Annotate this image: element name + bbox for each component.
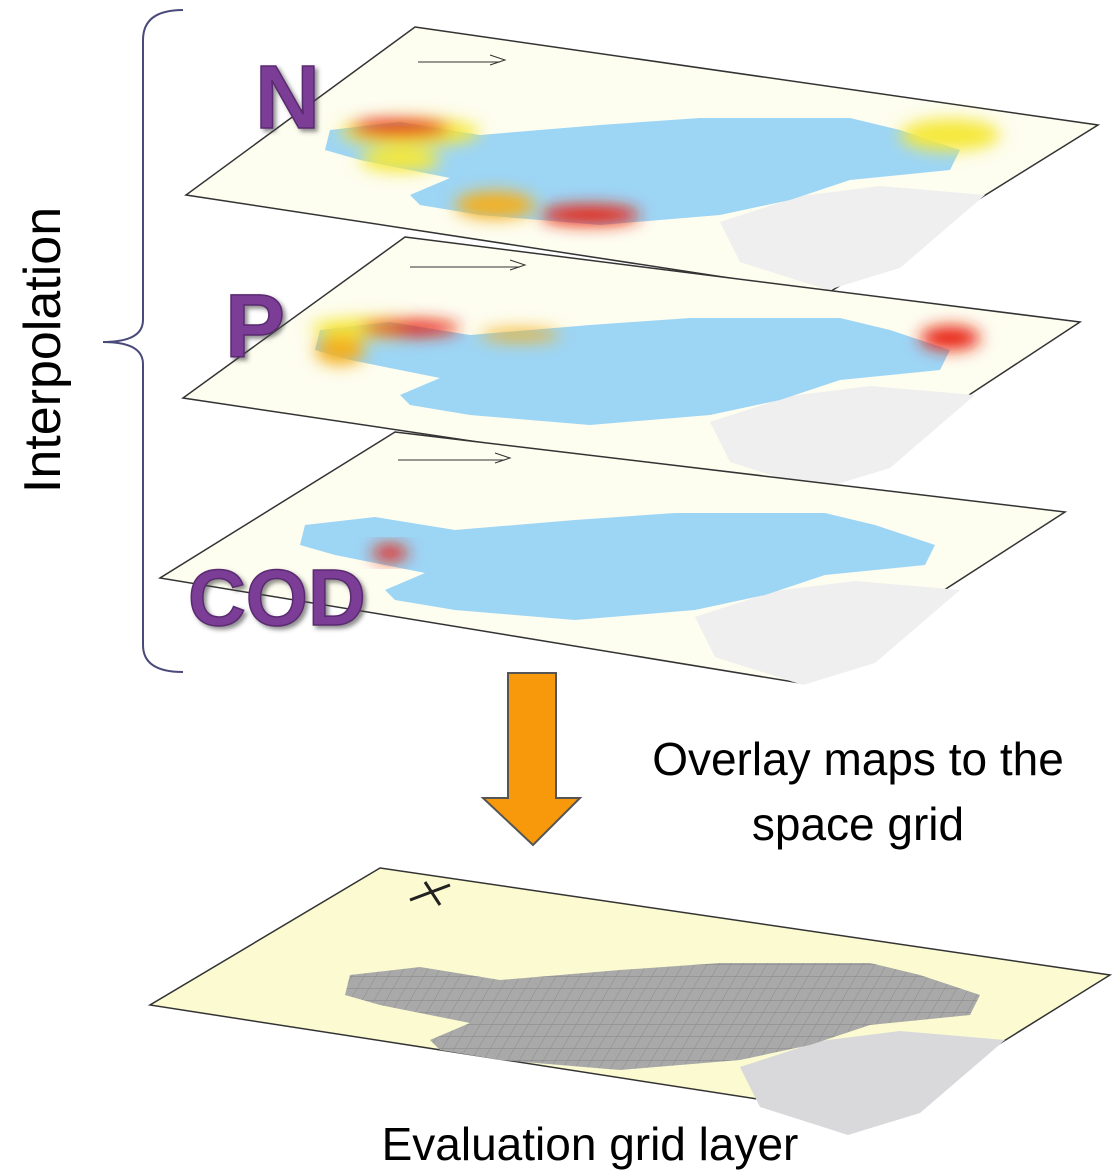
diagram: Interpolation N <box>0 0 1115 1174</box>
layer-label: P <box>225 277 285 377</box>
arrow <box>483 673 580 845</box>
bracket-label: Interpolation <box>14 207 72 493</box>
grid-layer <box>150 868 1110 1135</box>
arrow-label: Overlay maps to the <box>652 733 1064 785</box>
map-layer <box>183 237 1080 493</box>
layer-label: COD <box>188 553 366 642</box>
result-label: Evaluation grid layer <box>382 1118 799 1170</box>
arrow-label: space grid <box>752 798 964 850</box>
layer-label: N <box>255 48 320 148</box>
map-layer <box>186 27 1098 293</box>
